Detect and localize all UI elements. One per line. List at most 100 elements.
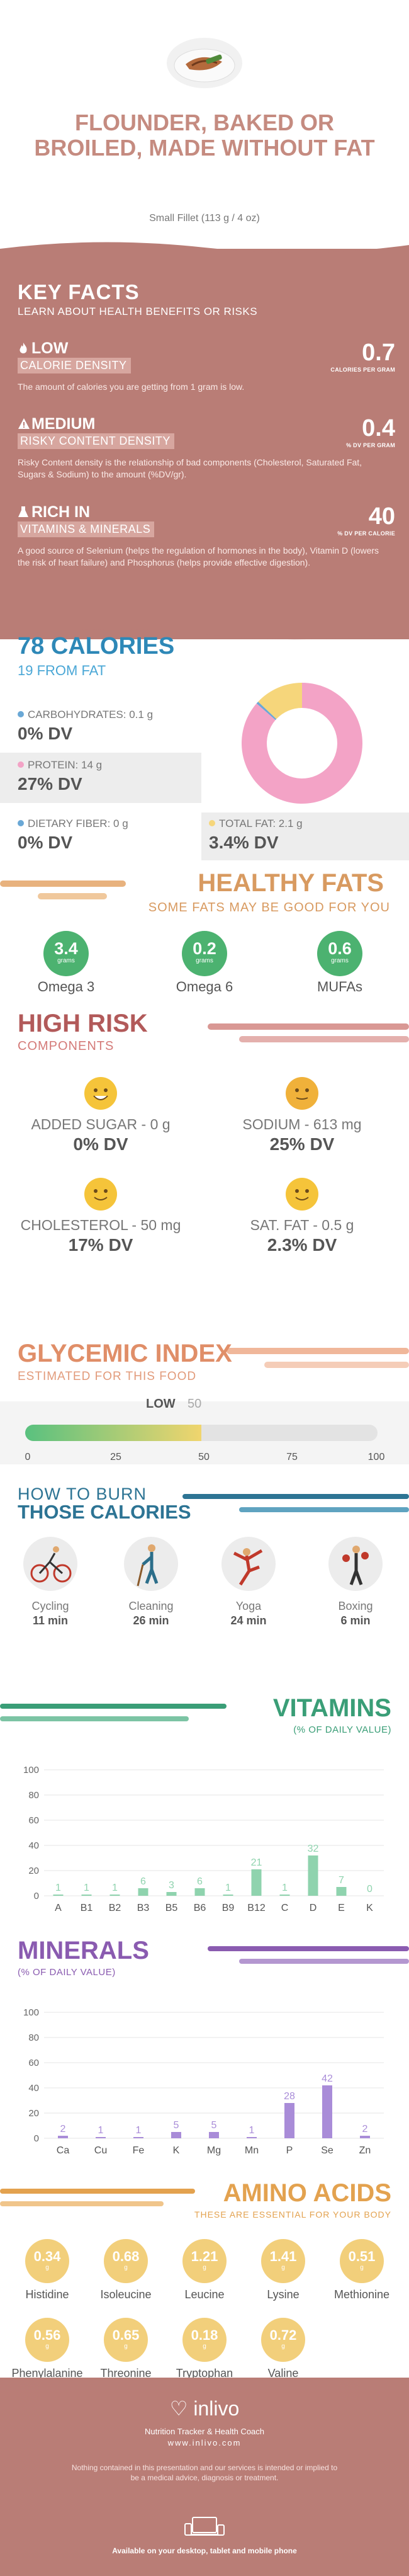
bar-b2	[109, 1895, 120, 1896]
decor-bar	[264, 1362, 409, 1368]
fat-unit: grams	[196, 957, 213, 964]
y-tick-label: 40	[28, 2083, 39, 2094]
amino-unit: g	[45, 2264, 49, 2271]
risk-cholesterol: CHOLESTEROL - 50 mg 17% DV	[6, 1178, 195, 1255]
x-tick-label: B3	[137, 1903, 150, 1913]
key-fact-band: RISKY CONTENT DENSITY	[18, 433, 174, 449]
bar-value-label: 21	[251, 1857, 262, 1868]
smile-face-icon	[84, 1178, 117, 1211]
key-fact-label: LOW	[31, 339, 69, 357]
bar-value-label: 2	[362, 2124, 368, 2134]
risk-dv: 2.3% DV	[267, 1235, 337, 1255]
bar-fe	[133, 2137, 143, 2138]
fiber-dot	[18, 820, 24, 826]
amino-circle: 0.51 g	[340, 2239, 384, 2283]
amino-threonine: 0.65 g Threonine	[85, 2318, 167, 2380]
carbs-dot	[18, 711, 24, 717]
brand-name: inlivo	[193, 2397, 240, 2420]
glycemic-subtitle: ESTIMATED FOR THIS FOOD	[18, 1370, 197, 1383]
key-fact-value: 0.4	[362, 415, 395, 442]
decor-bar	[208, 1946, 409, 1951]
burn-title-line2: THOSE CALORIES	[18, 1501, 191, 1523]
x-tick-label: Mg	[207, 2145, 221, 2156]
x-tick-label: Cu	[94, 2145, 107, 2156]
glycemic-tick: 0	[25, 1452, 31, 1462]
x-tick-label: K	[366, 1903, 373, 1913]
glycemic-value: 50	[188, 1397, 202, 1411]
bar-b9	[223, 1895, 233, 1896]
decor-bar	[239, 1959, 409, 1964]
amino-unit: g	[360, 2264, 364, 2271]
fat-value: 0.6	[328, 939, 352, 958]
glycemic-track	[25, 1425, 378, 1441]
risk-label: ADDED SUGAR - 0 g	[31, 1116, 171, 1132]
burn-cycling: Cycling 11 min	[13, 1537, 88, 1627]
burn-time: 11 min	[32, 1614, 69, 1627]
key-fact-band: CALORIE DENSITY	[18, 358, 131, 373]
amino-valine: 0.72 g Valine	[242, 2318, 324, 2380]
x-tick-label: Mn	[245, 2145, 259, 2156]
bar-e	[336, 1887, 347, 1896]
glycemic-level: LOW	[146, 1397, 176, 1411]
key-fact-value: 0.7	[362, 339, 395, 366]
key-fact-unit: CALORIES PER GRAM	[330, 367, 395, 373]
neutral-face-icon	[286, 1077, 318, 1110]
amino-phenylalanine: 0.56 g Phenylalanine	[6, 2318, 88, 2380]
decor-bar	[0, 1716, 189, 1721]
protein-label: PROTEIN: 14 g	[28, 759, 103, 771]
key-facts-section: KEY FACTS LEARN ABOUT HEALTH BENEFITS OR…	[0, 242, 409, 640]
key-fact-vitamins-minerals: RICH IN VITAMINS & MINERALS A good sourc…	[18, 504, 395, 569]
fiber-dv: 0% DV	[18, 833, 73, 852]
fat-omega6: 0.2 grams Omega 6	[157, 931, 252, 995]
fat-stat: TOTAL FAT: 2.1 g 3.4% DV	[209, 818, 303, 853]
availability-text: Available on your desktop, tablet and mo…	[112, 2546, 297, 2555]
bar-cu	[96, 2137, 106, 2138]
vitamins-bar-chart: 0 20 40 60 80 100 1 A 1 B1 1 B2 6 B3 3 B5 6 B6 1 B9 21 B12 1 C 3…	[23, 1765, 384, 1913]
amino-lysine: 1.41 g Lysine	[242, 2239, 324, 2301]
amino-unit: g	[203, 2343, 206, 2350]
fat-dv: 3.4% DV	[209, 833, 279, 852]
bar-value-label: 2	[60, 2124, 66, 2134]
y-tick-label: 60	[28, 1815, 39, 1826]
flame-icon	[18, 341, 29, 354]
fat-band	[201, 812, 409, 860]
bar-value-label: 3	[169, 1880, 174, 1891]
amino-circle: 0.68 g	[104, 2239, 148, 2283]
burn-activity: Cleaning	[128, 1600, 174, 1612]
cleaning-icon	[124, 1537, 178, 1591]
key-fact-description: The amount of calories you are getting f…	[18, 382, 245, 392]
y-tick-label: 80	[28, 2032, 39, 2043]
x-tick-label: D	[310, 1903, 317, 1913]
burn-title-line1: HOW TO BURN	[18, 1485, 147, 1503]
fat-name: Omega 3	[37, 979, 95, 994]
amino-value: 0.51	[348, 2248, 376, 2264]
amino-circle: 0.65 g	[104, 2318, 148, 2362]
decor-bar	[182, 1494, 409, 1499]
bar-value-label: 42	[322, 2073, 333, 2084]
fat-value: 0.2	[193, 939, 216, 958]
bar-b3	[138, 1888, 148, 1896]
bar-value-label: 1	[282, 1883, 288, 1893]
glycemic-title: GLYCEMIC INDEX	[18, 1340, 232, 1367]
bar-se	[322, 2085, 332, 2138]
risk-label: SAT. FAT - 0.5 g	[250, 1217, 354, 1233]
amino-circle: 0.72 g	[261, 2318, 305, 2362]
protein-dv: 27% DV	[18, 774, 82, 794]
burn-activity: Boxing	[338, 1600, 373, 1612]
risk-label: SODIUM - 613 mg	[242, 1116, 362, 1132]
burn-activity: Cycling	[31, 1600, 69, 1612]
decor-bar	[239, 1507, 409, 1512]
fiber-stat: DIETARY FIBER: 0 g 0% DV	[18, 818, 128, 853]
fat-circle: 0.6 grams	[317, 931, 362, 976]
minerals-bar-chart: 0 20 40 60 80 100 2 Ca 1 Cu 1 Fe 5 K 5 Mg 1 Mn 28 P 42 Se 2 Zn	[23, 2007, 384, 2156]
bar-value-label: 0	[367, 1884, 373, 1895]
amino-name: Isoleucine	[100, 2288, 152, 2301]
page-title: FLOUNDER, BAKED OR BROILED, MADE WITHOUT…	[34, 110, 375, 161]
burn-yoga: Yoga 24 min	[211, 1537, 286, 1627]
heart-icon: ♡	[169, 2397, 194, 2420]
disclaimer: Nothing contained in this presentation a…	[71, 2463, 338, 2482]
flounder-dish-image	[167, 38, 242, 88]
decor-bar	[227, 1348, 409, 1354]
amino-subtitle: THESE ARE ESSENTIAL FOR YOUR BODY	[194, 2209, 391, 2220]
glycemic-tick: 75	[286, 1452, 298, 1462]
